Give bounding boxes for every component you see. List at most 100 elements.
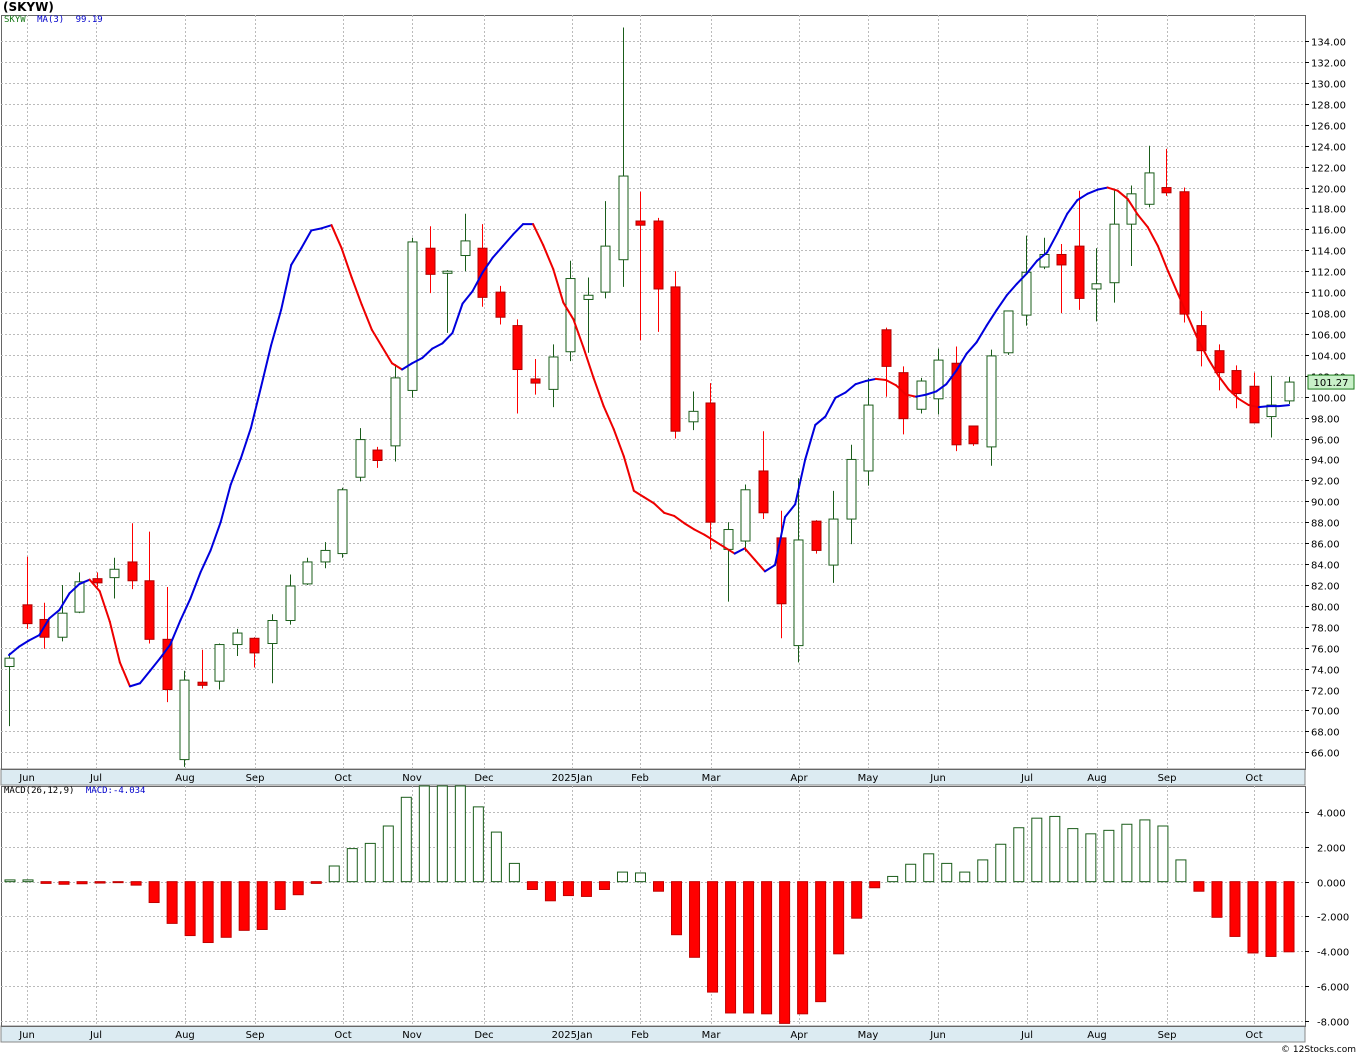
- candle-body: [688, 410, 699, 423]
- macd-bar: [148, 881, 160, 904]
- macd-bar: [833, 881, 845, 955]
- ma-line-segment: [894, 384, 908, 396]
- price-y-tick-label: 68.00: [1311, 728, 1340, 739]
- ma-line-segment: [280, 263, 293, 311]
- ma-line-segment: [1177, 293, 1190, 319]
- price-y-tick-label: 66.00: [1311, 749, 1340, 760]
- legend-macd-value: MACD:-4.034: [85, 786, 146, 796]
- candle-body: [92, 578, 103, 584]
- ma-line-segment: [451, 302, 464, 334]
- macd-bar: [707, 881, 719, 993]
- ma-line-segment: [1237, 397, 1250, 407]
- ma-line-segment: [834, 391, 847, 399]
- ma-line-segment: [229, 457, 242, 486]
- macd-bar: [1103, 829, 1115, 883]
- macd-bar: [310, 881, 322, 884]
- ma-line-segment: [794, 458, 807, 506]
- x-tick-label-macd: Jul: [89, 1030, 102, 1041]
- price-y-tick-label: 122.00: [1311, 164, 1346, 175]
- ma-line-segment: [370, 328, 383, 348]
- macd-bar: [220, 881, 232, 938]
- x-tick-label-price: Sep: [246, 773, 265, 784]
- macd-bar: [977, 859, 989, 883]
- macd-bar: [959, 871, 971, 883]
- x-tick-label-price: 2025Jan: [552, 773, 593, 784]
- ma-line-segment: [915, 393, 928, 398]
- macd-bar: [436, 785, 448, 883]
- macd-bar: [508, 862, 520, 883]
- candle-body: [1214, 350, 1225, 374]
- chart-title: (SKYW): [3, 0, 54, 14]
- ma-line-segment: [209, 521, 222, 552]
- ma-line-segment: [239, 427, 252, 460]
- price-y-tick-label: 76.00: [1311, 645, 1340, 656]
- ma-line-segment: [1207, 358, 1220, 377]
- ma-line-segment: [1126, 198, 1139, 216]
- candle-body: [1144, 172, 1155, 205]
- ma-line-segment: [905, 393, 918, 398]
- price-y-tick-label: 114.00: [1311, 247, 1346, 258]
- ma-line-segment: [310, 227, 323, 232]
- macd-y-tick-label: -2.000: [1317, 913, 1349, 924]
- candle-body: [670, 286, 681, 432]
- ma-line-segment: [864, 377, 877, 383]
- price-y-tick-label: 96.00: [1311, 436, 1340, 447]
- candle-body: [442, 270, 453, 274]
- price-y-tick-label: 74.00: [1311, 666, 1340, 677]
- candle-body: [951, 362, 962, 446]
- macd-bar: [653, 881, 665, 892]
- x-tick-label-macd: Dec: [474, 1030, 493, 1041]
- price-y-tick-label: 120.00: [1311, 185, 1346, 196]
- ma-line-segment: [118, 661, 131, 688]
- macd-bar: [580, 881, 592, 897]
- candle-body: [740, 489, 751, 542]
- macd-bar: [490, 831, 502, 883]
- ma-line-segment: [189, 571, 202, 600]
- ma-line-segment: [48, 609, 61, 620]
- price-y-tick-label: 100.00: [1311, 394, 1346, 405]
- ma-line-segment: [965, 341, 978, 355]
- candle-body: [600, 245, 611, 293]
- macd-bar: [40, 881, 52, 884]
- macd-bar: [328, 865, 340, 883]
- x-tick-label-price: Jun: [18, 773, 35, 784]
- x-tick-label-price: Apr: [790, 773, 808, 784]
- ma-line-segment: [874, 377, 887, 381]
- price-y-tick-label: 132.00: [1311, 59, 1346, 70]
- macd-bar: [689, 881, 701, 958]
- candle-body: [355, 439, 366, 478]
- last-price-label: 101.27: [1314, 378, 1349, 389]
- price-y-tick-label: 98.00: [1311, 415, 1340, 426]
- ma-line-segment: [390, 362, 404, 371]
- ma-line-segment: [703, 533, 716, 543]
- candle-body: [390, 377, 401, 447]
- ma-line-segment: [8, 645, 21, 657]
- candle-body: [74, 581, 85, 613]
- macd-bar: [184, 881, 196, 937]
- macd-bar: [292, 881, 304, 896]
- ma-line-segment: [663, 511, 676, 517]
- macd-bar: [797, 881, 809, 1015]
- macd-bar: [274, 881, 286, 910]
- x-tick-label-price: Oct: [1245, 773, 1262, 784]
- price-y-tick-label: 124.00: [1311, 143, 1346, 154]
- price-legend: SKYW MA(3) 99.19: [4, 15, 103, 25]
- candle-body: [863, 404, 874, 472]
- x-tick-label-macd: Nov: [402, 1030, 422, 1041]
- price-y-tick-label: 118.00: [1311, 205, 1346, 216]
- macd-bar: [634, 872, 646, 883]
- macd-bar: [1157, 825, 1169, 883]
- macd-bar: [94, 881, 106, 884]
- ma-line-segment: [753, 558, 766, 573]
- candle-body: [933, 359, 944, 400]
- macd-bar: [761, 881, 773, 1015]
- ma-line-segment: [763, 564, 776, 573]
- x-tick-label-macd: Jun: [18, 1030, 35, 1041]
- ma-line-segment: [58, 592, 71, 612]
- candle-body: [214, 644, 225, 682]
- candle-body: [1249, 385, 1260, 424]
- candle-body: [1021, 271, 1032, 316]
- candle-body: [1179, 191, 1190, 315]
- price-y-tick-label: 72.00: [1311, 687, 1340, 698]
- ma-line-segment: [925, 390, 938, 396]
